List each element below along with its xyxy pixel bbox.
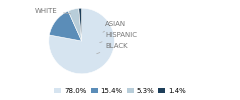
Text: ASIAN: ASIAN bbox=[103, 21, 126, 32]
Wedge shape bbox=[49, 8, 114, 74]
Wedge shape bbox=[79, 8, 82, 41]
Text: BLACK: BLACK bbox=[97, 43, 128, 54]
Wedge shape bbox=[49, 11, 82, 41]
Text: WHITE: WHITE bbox=[35, 8, 71, 14]
Text: HISPANIC: HISPANIC bbox=[100, 32, 137, 43]
Wedge shape bbox=[68, 8, 82, 41]
Legend: 78.0%, 15.4%, 5.3%, 1.4%: 78.0%, 15.4%, 5.3%, 1.4% bbox=[52, 85, 188, 96]
